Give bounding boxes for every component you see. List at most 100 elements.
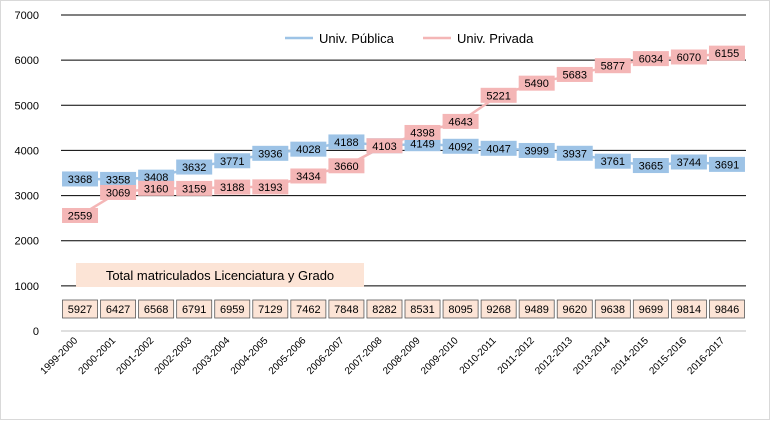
- data-label-bg: [480, 87, 517, 103]
- y-tick-label: 5000: [15, 100, 39, 112]
- data-label: 3936: [258, 148, 282, 160]
- total-value: 8095: [448, 304, 472, 316]
- data-label: 3744: [677, 157, 701, 169]
- x-tick-label: 2002-2003: [153, 335, 195, 377]
- x-tick-label: 2012-2013: [533, 335, 575, 377]
- data-label: 3632: [182, 162, 206, 174]
- total-value: 9814: [677, 304, 701, 316]
- data-label-bg: [176, 180, 213, 196]
- x-tick-label: 2000-2001: [77, 335, 119, 377]
- total-value: 6791: [182, 304, 206, 316]
- data-label: 3358: [106, 174, 130, 186]
- data-label-bg: [632, 51, 669, 67]
- data-label-bg: [632, 158, 669, 174]
- x-tick-label: 1999-2000: [39, 335, 81, 377]
- data-label: 4643: [448, 116, 472, 128]
- total-value: 8531: [410, 304, 434, 316]
- total-value: 6427: [106, 304, 130, 316]
- data-label-bg: [556, 66, 593, 82]
- total-box: [709, 299, 745, 319]
- data-label: 3069: [106, 187, 130, 199]
- total-box: [328, 299, 365, 319]
- x-tick-label: 2007-2008: [343, 335, 385, 377]
- total-box: [670, 299, 707, 319]
- data-label-bg: [708, 45, 745, 61]
- total-value: 7848: [334, 304, 358, 316]
- total-box: [404, 299, 441, 319]
- total-value: 6959: [220, 304, 244, 316]
- y-tick-label: 6000: [15, 55, 39, 67]
- data-label-bg: [594, 153, 631, 169]
- x-tick-label: 2016-2017: [685, 335, 727, 377]
- data-label: 6070: [677, 52, 701, 64]
- x-tick-label: 2013-2014: [571, 335, 613, 377]
- x-tick-label: 2005-2006: [267, 335, 309, 377]
- data-label-bg: [328, 158, 365, 174]
- data-label-bg: [442, 113, 479, 129]
- data-label: 5490: [524, 78, 548, 90]
- total-box: [252, 299, 289, 319]
- total-box: [214, 299, 251, 319]
- data-label: 3761: [601, 156, 625, 168]
- data-label-bg: [366, 138, 403, 154]
- data-label: 3937: [563, 148, 587, 160]
- data-label-bg: [480, 140, 517, 156]
- total-box: [366, 299, 403, 319]
- y-tick-label: 4000: [15, 145, 39, 157]
- data-label-bg: [594, 58, 631, 74]
- data-label-bg: [62, 171, 99, 187]
- data-label-bg: [328, 134, 365, 150]
- total-value: 9489: [524, 304, 548, 316]
- data-label-bg: [670, 154, 707, 170]
- totals-title-bg: [76, 263, 364, 287]
- totals-title: Total matriculados Licenciatura y Grado: [106, 268, 334, 283]
- data-label: 5683: [563, 69, 587, 81]
- x-tick-label: 2011-2012: [496, 335, 537, 376]
- x-tick-label: 2008-2009: [381, 335, 423, 377]
- y-tick-label: 3000: [15, 191, 39, 203]
- data-label-bg: [138, 180, 175, 196]
- data-label-bg: [176, 159, 213, 175]
- y-tick-label: 7000: [15, 10, 39, 22]
- data-label-bg: [214, 179, 251, 195]
- total-box: [480, 299, 517, 319]
- data-label: 5877: [601, 61, 625, 73]
- total-box: [518, 299, 555, 319]
- data-label-bg: [62, 207, 99, 223]
- data-label: 3434: [296, 171, 320, 183]
- total-box: [176, 299, 213, 319]
- legend-label: Univ. Pública: [319, 31, 395, 46]
- data-label: 4103: [372, 141, 396, 153]
- data-label: 4188: [334, 137, 358, 149]
- x-tick-label: 2003-2004: [191, 335, 233, 377]
- total-box: [62, 299, 98, 319]
- total-box: [632, 299, 669, 319]
- data-label: 2559: [68, 210, 92, 222]
- total-box: [594, 299, 631, 319]
- total-value: 7462: [296, 304, 320, 316]
- data-label-bg: [708, 156, 745, 172]
- y-tick-label: 0: [33, 326, 39, 338]
- data-label: 3691: [715, 159, 739, 171]
- data-label-bg: [100, 171, 137, 187]
- data-label: 4028: [296, 144, 320, 156]
- data-label-bg: [290, 168, 327, 184]
- x-tick-label: 2006-2007: [305, 335, 347, 377]
- data-label: 3665: [639, 161, 663, 173]
- data-label: 3193: [258, 182, 282, 194]
- x-tick-label: 2009-2010: [419, 335, 461, 377]
- data-label: 3660: [334, 161, 358, 173]
- data-label-bg: [518, 75, 555, 91]
- data-label: 4149: [410, 139, 434, 151]
- data-label-bg: [556, 145, 593, 161]
- data-label-bg: [670, 49, 707, 65]
- total-value: 9268: [486, 304, 510, 316]
- x-tick-label: 2001-2002: [115, 335, 157, 377]
- data-label-bg: [442, 138, 479, 154]
- y-tick-label: 1000: [15, 281, 39, 293]
- total-value: 6568: [144, 304, 168, 316]
- data-label: 4092: [448, 141, 472, 153]
- data-label: 4398: [410, 127, 434, 139]
- data-label: 3999: [524, 145, 548, 157]
